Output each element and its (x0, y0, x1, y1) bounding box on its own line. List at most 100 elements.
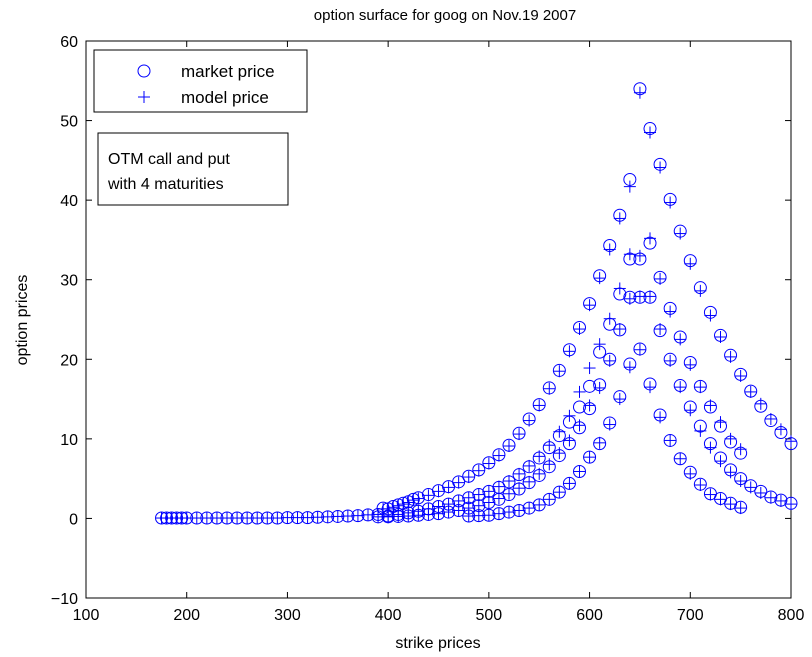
model-price-point (603, 312, 616, 325)
model-price-point (362, 508, 374, 521)
model-price-point (704, 488, 717, 501)
model-price-point (785, 498, 797, 511)
y-tick-label: 50 (60, 114, 78, 131)
model-price-point (764, 412, 777, 425)
model-price-point (533, 450, 546, 463)
model-price-point (180, 512, 193, 525)
model-price-point (664, 354, 677, 367)
model-price-point (563, 345, 576, 358)
model-price-point (422, 489, 435, 502)
model-price-point (422, 508, 435, 521)
legend-box (93, 49, 308, 113)
model-price-point (412, 509, 425, 522)
model-price-point (563, 477, 576, 490)
annotation-frame (97, 132, 289, 206)
model-price-point (523, 459, 536, 472)
model-price-point (644, 381, 656, 394)
model-price-point (613, 393, 626, 406)
model-price-point (563, 434, 576, 447)
model-price-point (462, 510, 475, 523)
model-price-point (553, 365, 566, 378)
model-price-point (654, 272, 667, 285)
model-price-point (472, 464, 485, 477)
model-price-point (271, 512, 284, 525)
model-price-point (543, 458, 556, 471)
model-price-point (593, 436, 606, 449)
x-tick-label: 200 (173, 607, 200, 624)
model-price-point (553, 486, 566, 499)
model-price-point (573, 465, 586, 478)
model-price-point (513, 504, 526, 517)
model-price-point (291, 511, 304, 524)
model-price-point (412, 492, 425, 505)
model-price-point (644, 126, 656, 139)
model-price-point (684, 257, 697, 270)
model-price-point (372, 510, 385, 523)
model-price-point (774, 423, 787, 436)
model-price-point (482, 509, 495, 522)
model-price-point (397, 498, 410, 511)
model-price-point (583, 451, 596, 464)
model-price-point (623, 180, 636, 193)
model-price-point (603, 243, 616, 256)
model-price-point (503, 506, 515, 519)
model-price-point (533, 498, 546, 511)
model-price-point (704, 399, 717, 412)
x-tick-label: 500 (476, 607, 503, 624)
model-price-point (734, 369, 747, 382)
legend-market-label: market price (181, 62, 275, 81)
model-price-point (492, 492, 505, 505)
model-price-point (714, 416, 727, 429)
model-price-point (492, 480, 505, 493)
model-price-point (351, 509, 364, 522)
model-price-point (543, 439, 556, 452)
y-tick-label: 10 (60, 432, 78, 449)
model-price-point (744, 481, 757, 494)
model-price-point (724, 466, 737, 479)
model-price-point (644, 232, 656, 245)
model-price-point (613, 282, 626, 295)
model-price-point (492, 449, 505, 462)
model-price-point (190, 512, 203, 525)
model-price-point (654, 161, 667, 174)
chart-title: option surface for goog on Nov.19 2007 (314, 7, 576, 24)
model-price-point (231, 512, 244, 525)
model-price-point (513, 482, 526, 495)
legend: market price model price (93, 49, 308, 113)
model-price-point (523, 414, 536, 427)
model-price-point (533, 399, 546, 412)
annotation-line-1: OTM call and put (108, 151, 230, 168)
model-price-point (583, 362, 596, 375)
y-tick-label: 0 (69, 511, 78, 528)
model-price-point (664, 196, 677, 209)
model-price-point (603, 418, 616, 431)
x-tick-label: 800 (778, 607, 805, 624)
model-price-point (432, 507, 445, 520)
legend-model-marker (138, 91, 150, 103)
model-price-point (442, 481, 455, 494)
model-price-point (654, 411, 667, 424)
model-price-point (387, 501, 400, 514)
model-price-point (341, 510, 354, 523)
model-price-point (593, 381, 606, 394)
model-price-point (754, 486, 767, 499)
model-price-point (482, 457, 495, 470)
model-price-point (724, 498, 737, 511)
model-price-point (452, 476, 465, 489)
x-tick-label: 600 (576, 607, 603, 624)
legend-market-marker (137, 64, 151, 78)
model-price-point (734, 475, 747, 488)
model-price-point (452, 504, 465, 517)
model-price-point (684, 404, 697, 417)
y-tick-label: 60 (60, 34, 78, 51)
model-price-point (774, 494, 787, 507)
model-price-point (744, 385, 757, 398)
model-price-point (331, 510, 344, 523)
model-price-point (563, 409, 576, 422)
model-price-point (553, 425, 566, 438)
model-price-point (623, 248, 636, 261)
model-price-point (724, 350, 737, 363)
data-markers (155, 82, 798, 525)
y-tick-label: 40 (60, 193, 78, 210)
x-tick-label: 700 (677, 607, 704, 624)
